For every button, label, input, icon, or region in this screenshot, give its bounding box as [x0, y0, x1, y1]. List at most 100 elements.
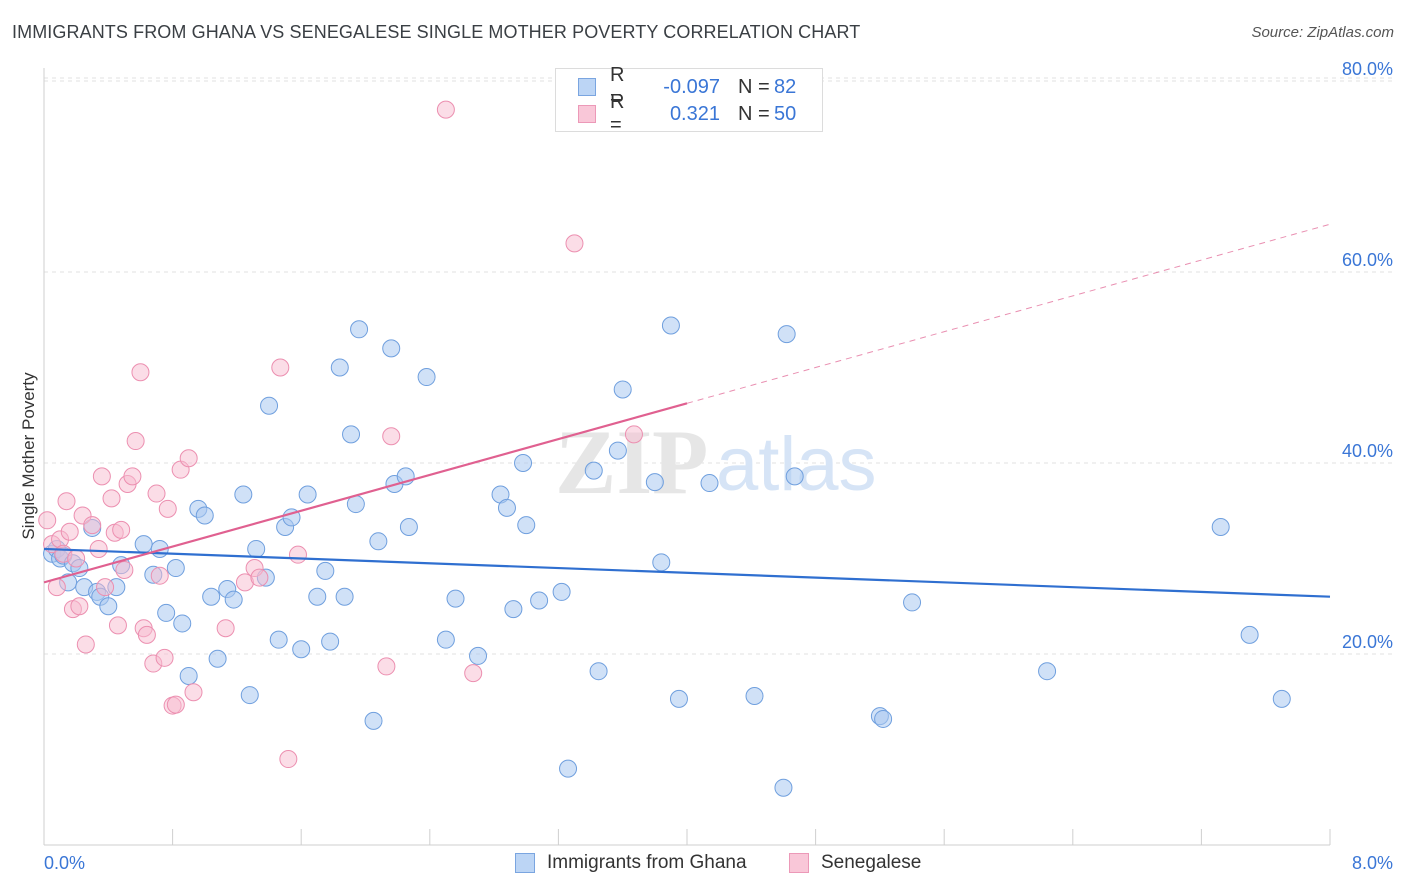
ghana-point	[195, 506, 214, 525]
senegalese-point	[216, 619, 235, 638]
ghana-point	[436, 630, 455, 649]
ghana-point	[269, 630, 288, 649]
senegalese-point	[108, 616, 127, 635]
correlation-legend: R = -0.097 N = 82 R = 0.321 N = 50	[555, 64, 823, 136]
y-tick-label: 20.0%	[1342, 632, 1393, 652]
ghana-point	[669, 689, 688, 708]
ghana-point	[417, 368, 436, 387]
senegalese-point	[179, 449, 198, 468]
senegalese-point	[38, 511, 57, 530]
legend-item-ghana[interactable]: Immigrants from Ghana	[515, 852, 747, 874]
ghana-point	[298, 485, 317, 504]
senegalese-point	[115, 560, 134, 579]
ghana-point	[874, 709, 893, 728]
senegalese-point	[137, 625, 156, 644]
ghana-point	[552, 582, 571, 601]
ghana-point	[134, 535, 153, 554]
x-tick-label: 0.0%	[44, 853, 85, 873]
ghana-point	[369, 532, 388, 551]
legend-r-label: R =	[610, 64, 625, 109]
y-axis-label: Single Mother Poverty	[19, 372, 38, 540]
ghana-point	[584, 461, 603, 480]
ghana-point	[202, 587, 221, 606]
senegalese-point	[288, 545, 307, 564]
legend-r-label: R =	[610, 91, 625, 136]
ghana-point	[321, 632, 340, 651]
y-tick-label: 60.0%	[1342, 250, 1393, 270]
senegalese-point	[464, 664, 483, 683]
ghana-legend-swatch	[515, 853, 535, 873]
legend-item-senegalese[interactable]: Senegalese	[789, 852, 921, 874]
legend-row-senegalese: R = 0.321 N = 50	[578, 91, 797, 136]
ghana-point	[903, 593, 922, 612]
ghana-point	[382, 339, 401, 358]
senegalese-point	[76, 635, 95, 654]
watermark-atlas: atlas	[716, 422, 877, 507]
senegalese-point	[624, 425, 643, 444]
trend-lines	[43, 223, 1331, 598]
ghana-point	[504, 600, 523, 619]
ghana-point	[399, 517, 418, 536]
ghana-point	[774, 778, 793, 797]
senegalese-legend-swatch	[789, 853, 809, 873]
ghana-point	[342, 425, 361, 444]
ghana-point	[497, 498, 516, 517]
legend-n-value: 50	[774, 102, 797, 125]
senegalese-point	[60, 522, 79, 541]
y-tick-label: 40.0%	[1342, 441, 1393, 461]
ghana-point	[260, 396, 279, 415]
legend-n-value: 82	[774, 75, 797, 98]
legend-n-label: N =	[738, 75, 770, 98]
senegalese-point	[150, 566, 169, 585]
senegalese-point	[271, 358, 290, 377]
ghana-point	[1211, 517, 1230, 536]
senegalese-point	[57, 492, 76, 511]
senegalese-point	[83, 516, 102, 535]
senegalese-point	[565, 234, 584, 253]
senegalese-point	[126, 432, 145, 451]
senegalese-point	[92, 467, 111, 486]
ghana-point	[292, 640, 311, 659]
senegalese-trend-extension	[686, 223, 1331, 404]
ghana-point	[745, 687, 764, 706]
ghana-point	[179, 666, 198, 685]
ghana-legend-label: Immigrants from Ghana	[547, 852, 747, 873]
senegalese-point	[96, 578, 115, 597]
ghana-point	[1038, 662, 1057, 681]
senegalese-point	[155, 648, 174, 667]
senegalese-point	[102, 489, 121, 508]
ghana-point	[330, 358, 349, 377]
ghana-point	[316, 561, 335, 580]
chart-title: IMMIGRANTS FROM GHANA VS SENEGALESE SING…	[12, 22, 861, 42]
senegalese-point	[123, 467, 142, 486]
ghana-point	[700, 474, 719, 493]
ghana-point	[308, 587, 327, 606]
legend-n-label: N =	[738, 102, 770, 125]
ghana-point	[514, 454, 533, 472]
ghana-point	[335, 587, 354, 606]
ghana-point	[208, 649, 227, 668]
ghana-point	[517, 516, 536, 535]
ghana-point	[1272, 689, 1291, 708]
y-tick-label: 80.0%	[1342, 59, 1393, 79]
series-legend: Immigrants from Ghana Senegalese	[0, 852, 1406, 878]
ghana-point	[613, 380, 632, 399]
senegalese-point	[147, 484, 166, 503]
ghana-point	[166, 559, 185, 578]
ghana-point	[645, 473, 664, 492]
senegalese-point	[184, 683, 203, 702]
senegalese-trend-line	[43, 402, 688, 584]
ghana-point	[446, 589, 465, 608]
source-label: Source: ZipAtlas.com	[1251, 24, 1394, 41]
senegalese-point	[250, 568, 269, 587]
senegalese-point	[67, 549, 86, 568]
ghana-point	[559, 759, 578, 778]
ghana-point	[157, 603, 176, 622]
senegalese-point	[279, 750, 298, 769]
senegalese-point	[158, 499, 177, 518]
senegalese-swatch	[578, 105, 596, 123]
senegalese-point	[166, 695, 185, 714]
ghana-point	[608, 441, 627, 460]
ghana-point	[350, 320, 369, 339]
ghana-point	[224, 590, 243, 609]
